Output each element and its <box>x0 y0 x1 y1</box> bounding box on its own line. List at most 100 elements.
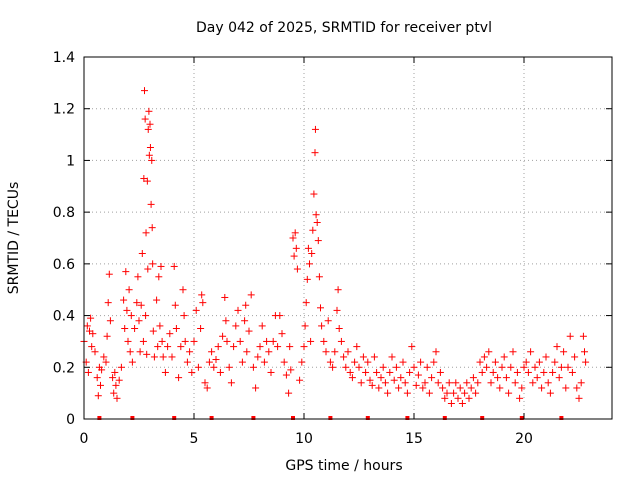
data-point <box>263 337 271 345</box>
data-point <box>516 394 524 402</box>
data-point <box>298 358 306 366</box>
data-point <box>243 348 251 356</box>
data-point <box>467 384 475 392</box>
data-point <box>227 379 235 387</box>
data-point <box>553 343 561 351</box>
data-point <box>109 374 117 382</box>
data-point <box>557 363 565 371</box>
data-point <box>198 291 206 299</box>
data-point <box>121 325 129 332</box>
data-point <box>258 322 266 330</box>
data-point <box>293 265 301 273</box>
data-point <box>125 286 133 294</box>
data-point <box>551 358 559 366</box>
data-point <box>421 379 429 387</box>
chart-title: Day 042 of 2025, SRMTID for receiver ptv… <box>196 20 492 36</box>
data-point <box>406 368 414 376</box>
data-point <box>106 317 114 325</box>
data-point <box>333 306 341 314</box>
data-point <box>146 120 154 128</box>
data-point <box>568 368 576 376</box>
x-tick-labels: 0 5 10 15 20 <box>80 431 533 447</box>
data-point <box>112 381 120 389</box>
data-point <box>412 381 420 389</box>
data-point <box>171 301 179 309</box>
data-point <box>161 368 169 376</box>
data-point <box>143 350 151 358</box>
data-point <box>335 325 343 332</box>
data-point <box>540 368 548 376</box>
data-point <box>149 327 157 335</box>
data-point <box>301 322 309 330</box>
data-point <box>353 343 361 351</box>
data-point <box>329 363 337 371</box>
data-point <box>311 125 319 133</box>
data-point <box>278 330 286 338</box>
data-point <box>527 348 535 356</box>
data-point <box>256 343 264 351</box>
data-point <box>234 306 242 314</box>
bottom-marker <box>480 416 485 420</box>
bottom-marker <box>209 416 214 420</box>
data-point <box>291 229 299 237</box>
data-point <box>143 177 151 185</box>
data-point <box>156 322 164 330</box>
data-point <box>531 363 539 371</box>
bottom-marker <box>405 416 410 420</box>
data-point <box>221 293 229 301</box>
y-tick-label: 1.4 <box>53 50 75 66</box>
data-point <box>144 125 152 133</box>
data-point <box>544 379 552 387</box>
data-point <box>183 358 191 366</box>
data-point <box>549 368 557 376</box>
data-point <box>443 389 451 397</box>
data-point <box>458 399 466 407</box>
data-point <box>241 317 249 325</box>
data-point <box>309 226 317 234</box>
data-point <box>146 144 154 151</box>
data-point <box>469 374 477 382</box>
data-point <box>310 190 318 198</box>
data-point <box>242 301 250 309</box>
data-point <box>509 348 517 356</box>
data-point <box>463 379 471 387</box>
data-point <box>322 348 330 356</box>
data-point <box>127 312 135 320</box>
data-point <box>153 296 161 304</box>
data-point <box>292 244 300 252</box>
y-axis-label: SRMTID / TECUs <box>6 182 22 295</box>
data-point <box>175 374 183 382</box>
data-point <box>124 337 132 345</box>
data-point <box>434 379 442 387</box>
data-point <box>276 312 284 320</box>
data-point <box>485 348 493 356</box>
data-point <box>216 368 224 376</box>
data-point <box>520 363 528 371</box>
data-point <box>436 368 444 376</box>
data-point <box>302 299 310 307</box>
data-point <box>489 368 497 376</box>
data-point <box>476 358 484 366</box>
x-tick-label: 20 <box>515 431 533 447</box>
data-point <box>260 358 268 366</box>
data-point <box>170 262 178 270</box>
y-tick-label: 0.8 <box>53 205 75 221</box>
data-point <box>238 358 246 366</box>
data-point <box>97 381 104 389</box>
data-point <box>456 384 464 392</box>
y-tick-labels: 0 0.2 0.4 0.6 0.8 1 1.2 1.4 <box>53 50 75 428</box>
data-point <box>102 358 110 366</box>
data-point <box>573 384 581 392</box>
x-axis-label: GPS time / hours <box>285 458 402 474</box>
data-point <box>100 353 108 361</box>
data-point <box>342 363 350 371</box>
bottom-marker <box>559 416 564 420</box>
data-point <box>254 353 262 361</box>
data-point <box>186 348 194 356</box>
data-point <box>474 379 482 387</box>
x-tick-label: 0 <box>80 431 89 447</box>
data-point <box>403 389 411 397</box>
y-tick-label: 1 <box>66 153 75 169</box>
data-point <box>111 368 119 376</box>
